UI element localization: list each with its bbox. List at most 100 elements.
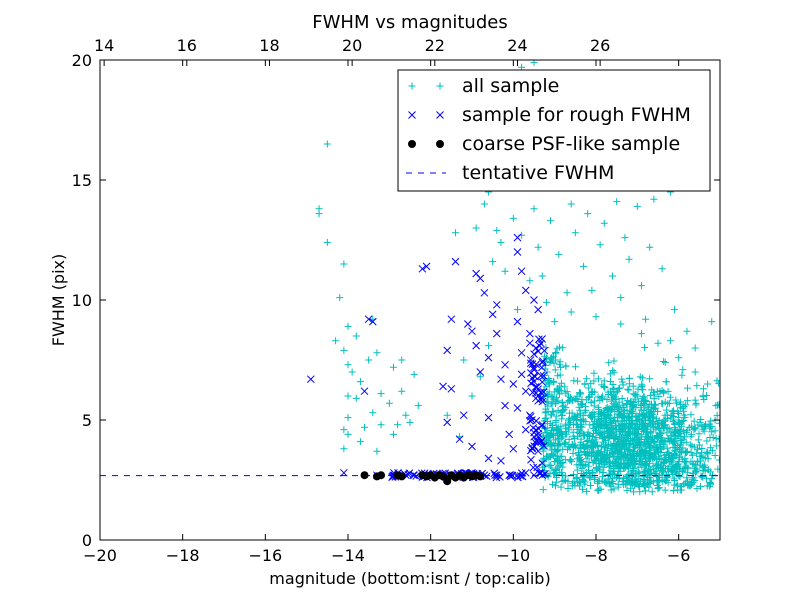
point-all-sample	[659, 468, 667, 476]
point-all-sample	[610, 357, 618, 365]
point-all-sample	[667, 432, 675, 440]
point-all-sample	[679, 407, 687, 415]
point-all-sample	[630, 447, 638, 455]
point-all-sample	[611, 434, 619, 442]
point-all-sample	[571, 441, 579, 449]
point-all-sample	[561, 389, 569, 397]
point-all-sample	[663, 429, 671, 437]
point-all-sample	[634, 423, 642, 431]
point-all-sample	[566, 393, 574, 401]
point-rough-fwhm	[472, 341, 480, 350]
point-all-sample	[592, 438, 600, 446]
point-all-sample	[652, 462, 660, 470]
point-all-sample	[671, 433, 679, 441]
point-all-sample	[663, 444, 671, 452]
point-all-sample	[670, 475, 678, 483]
point-all-sample	[683, 474, 691, 482]
point-all-sample	[708, 318, 716, 326]
point-all-sample	[666, 393, 674, 401]
point-all-sample	[611, 458, 619, 466]
point-all-sample	[553, 431, 561, 439]
point-all-sample	[545, 461, 553, 469]
point-all-sample	[568, 482, 576, 490]
point-rough-fwhm	[529, 424, 538, 432]
point-all-sample	[703, 392, 711, 400]
point-all-sample	[323, 238, 331, 246]
point-all-sample	[315, 210, 323, 218]
point-psf-like	[476, 472, 485, 481]
point-all-sample	[414, 402, 422, 410]
point-all-sample	[659, 400, 667, 408]
legend-marker-psf-like	[408, 140, 416, 148]
point-rough-fwhm	[526, 356, 535, 364]
point-all-sample	[538, 272, 546, 280]
point-all-sample	[667, 436, 675, 444]
point-all-sample	[607, 377, 615, 385]
point-all-sample	[623, 400, 631, 408]
point-rough-fwhm	[521, 387, 530, 396]
y-tick-label: 0	[82, 531, 92, 550]
point-all-sample	[584, 210, 592, 218]
point-rough-fwhm	[501, 360, 509, 369]
point-all-sample	[697, 457, 705, 465]
point-all-sample	[565, 397, 573, 405]
point-all-sample	[584, 436, 592, 444]
point-all-sample	[628, 412, 636, 420]
point-all-sample	[601, 416, 609, 424]
point-all-sample	[567, 200, 575, 208]
point-all-sample	[564, 485, 572, 493]
point-all-sample	[604, 441, 612, 449]
point-all-sample	[667, 458, 675, 466]
point-all-sample	[545, 379, 553, 387]
point-rough-fwhm	[538, 335, 546, 343]
point-all-sample	[406, 418, 414, 426]
point-all-sample	[649, 410, 657, 418]
point-all-sample	[692, 399, 700, 407]
point-all-sample	[713, 411, 720, 419]
point-all-sample	[594, 403, 602, 411]
point-rough-fwhm	[530, 296, 538, 304]
point-all-sample	[633, 392, 641, 400]
point-rough-fwhm	[484, 454, 493, 463]
point-all-sample	[619, 412, 627, 420]
point-all-sample	[629, 451, 637, 459]
point-rough-fwhm	[536, 469, 545, 478]
point-all-sample	[564, 416, 572, 424]
point-all-sample	[559, 463, 567, 471]
point-all-sample	[553, 447, 561, 455]
point-all-sample	[646, 474, 654, 482]
point-all-sample	[589, 439, 597, 447]
point-all-sample	[613, 449, 621, 457]
legend-marker-psf-like	[436, 140, 444, 148]
point-all-sample	[553, 345, 561, 353]
point-all-sample	[671, 420, 679, 428]
point-all-sample	[633, 202, 641, 210]
point-all-sample	[547, 354, 555, 362]
point-all-sample	[596, 421, 604, 429]
point-all-sample	[402, 411, 410, 419]
point-all-sample	[697, 482, 705, 490]
point-rough-fwhm	[517, 348, 526, 357]
point-all-sample	[611, 407, 619, 415]
point-all-sample	[573, 392, 581, 400]
point-all-sample	[683, 426, 691, 434]
point-all-sample	[638, 463, 646, 471]
point-all-sample	[603, 428, 611, 436]
point-all-sample	[509, 214, 517, 222]
point-all-sample	[607, 405, 615, 413]
point-all-sample	[646, 443, 654, 451]
point-all-sample	[581, 380, 589, 388]
point-all-sample	[573, 473, 581, 481]
point-all-sample	[561, 383, 569, 391]
point-all-sample	[576, 389, 584, 397]
point-all-sample	[630, 488, 638, 496]
point-rough-fwhm	[536, 371, 545, 380]
point-all-sample	[501, 267, 509, 275]
point-all-sample	[682, 458, 690, 466]
point-rough-fwhm	[472, 269, 480, 278]
point-all-sample	[336, 294, 344, 302]
point-all-sample	[675, 444, 683, 452]
point-all-sample	[548, 451, 556, 459]
point-rough-fwhm	[537, 437, 546, 446]
point-rough-fwhm	[537, 363, 546, 372]
